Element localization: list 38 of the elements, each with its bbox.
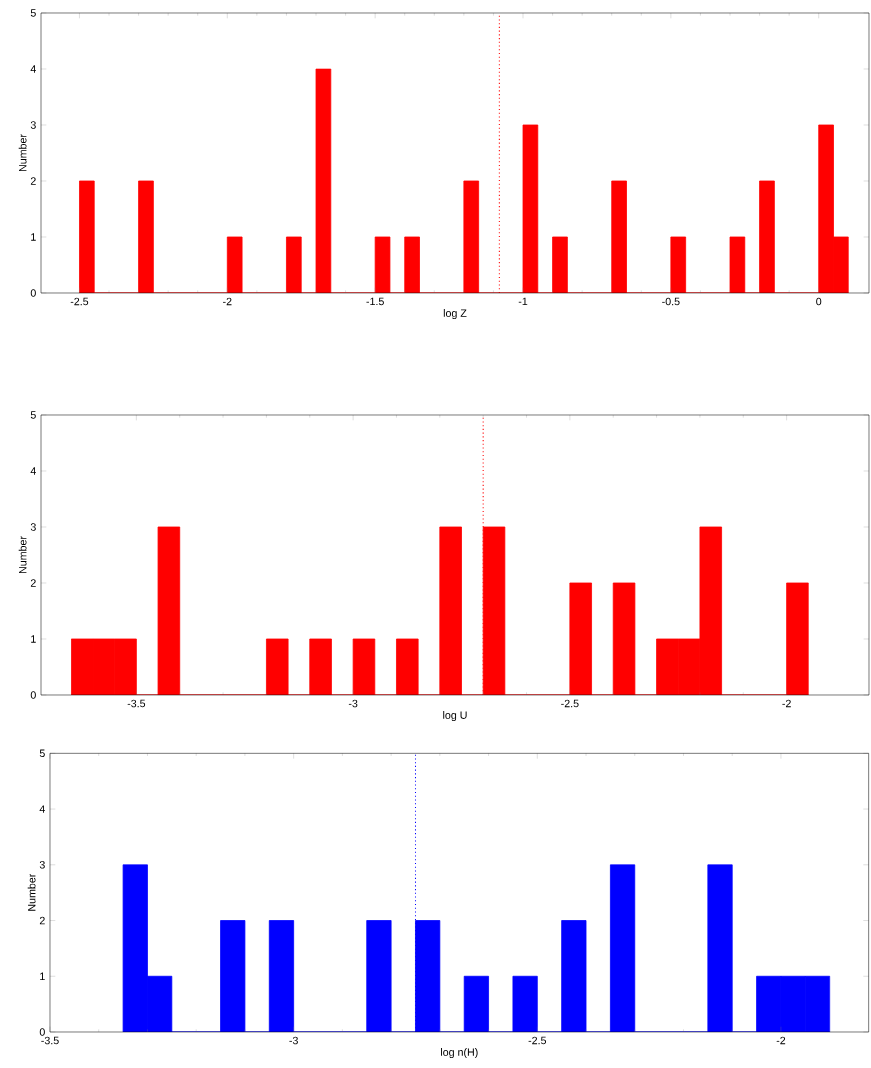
x-tick-label: -1	[518, 297, 528, 306]
y-tick-label: 2	[30, 177, 36, 185]
x-tick-label: -3	[289, 1036, 298, 1045]
x-tick-label: 0	[816, 297, 822, 306]
y-tick-label: 3	[30, 121, 36, 129]
y-tick-label: 5	[30, 411, 36, 419]
y-tick-label: 0	[30, 289, 36, 297]
y-tick-label: 1	[31, 233, 36, 241]
y-axis-title: Number	[27, 873, 36, 911]
y-axis-title: Number	[18, 134, 27, 172]
y-tick-label: 5	[30, 9, 36, 17]
y-tick-label: 4	[30, 65, 36, 73]
y-tick-label: 5	[39, 749, 45, 758]
y-axis-title: Number	[18, 536, 27, 574]
y-tick-label: 0	[39, 1028, 45, 1036]
x-tick-label: -3.5	[41, 1036, 59, 1045]
x-tick-label: -2	[782, 699, 791, 708]
x-tick-label: -2	[776, 1036, 786, 1045]
x-tick-label: -2.5	[561, 699, 579, 708]
x-axis-title: log Z	[443, 309, 467, 320]
y-tick-label: 3	[30, 523, 36, 531]
y-tick-label: 1	[31, 635, 36, 643]
y-tick-label: 3	[39, 861, 45, 869]
y-tick-label: 2	[39, 916, 45, 925]
y-tick-label: 4	[39, 805, 45, 813]
x-tick-label: -2.5	[70, 297, 89, 306]
x-tick-label: -2	[223, 297, 232, 306]
x-tick-label: -1.5	[366, 297, 384, 306]
y-tick-label: 1	[40, 972, 45, 980]
x-tick-label: -2.5	[528, 1036, 547, 1045]
y-tick-label: 2	[30, 579, 36, 587]
y-tick-label: 4	[30, 467, 36, 475]
x-axis-title: log n(H)	[441, 1048, 478, 1059]
x-tick-label: -0.5	[662, 297, 680, 306]
x-axis-title: log U	[443, 711, 467, 722]
y-tick-label: 0	[30, 691, 36, 699]
x-tick-label: -3	[348, 699, 358, 708]
x-tick-label: -3.5	[127, 699, 146, 708]
